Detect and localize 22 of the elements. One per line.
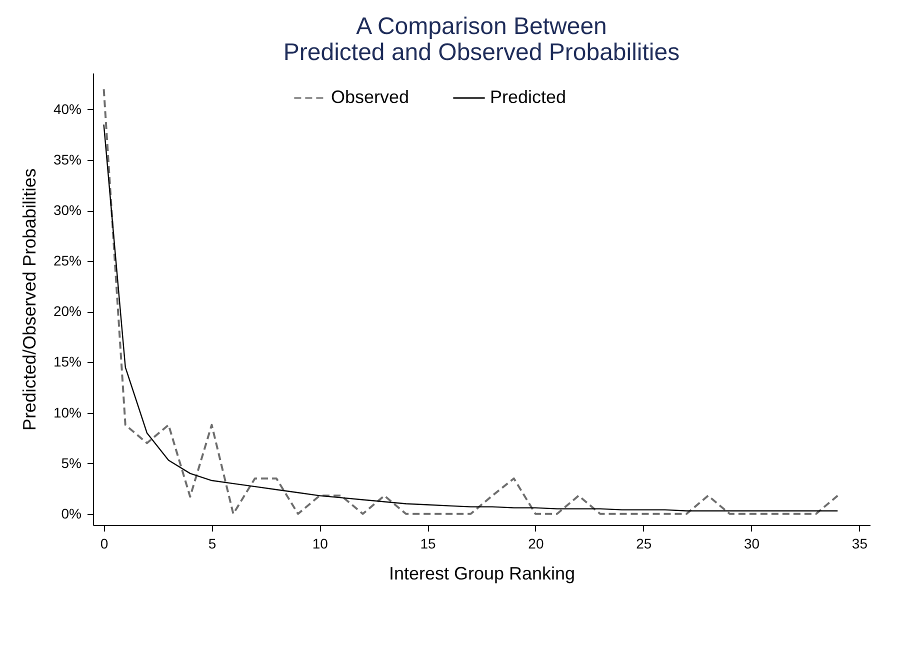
y-tick-label: 30% xyxy=(53,202,82,218)
y-tick-label: 15% xyxy=(53,354,82,370)
x-tick-label: 10 xyxy=(312,536,328,552)
y-tick-label: 35% xyxy=(53,151,82,168)
y-tick-label: 20% xyxy=(53,303,82,320)
x-tick-label: 5 xyxy=(208,536,216,552)
y-axis-title: Predicted/Observed Probabilities xyxy=(19,168,40,431)
x-tick-label: 20 xyxy=(528,536,544,552)
x-axis-title: Interest Group Ranking xyxy=(388,564,576,584)
chart-title: A Comparison Between Predicted and Observed Probabilities xyxy=(283,13,680,66)
legend-label: Observed xyxy=(331,87,410,107)
x-tick-label: 30 xyxy=(744,536,760,552)
y-tick-label: 10% xyxy=(53,404,82,420)
x-tick-label: 25 xyxy=(636,536,652,552)
y-tick-label: 25% xyxy=(53,252,82,269)
x-tick-label: 0 xyxy=(100,536,108,552)
x-tick-label: 15 xyxy=(420,536,436,552)
y-tick-label: 0% xyxy=(61,505,82,522)
y-tick-label: 5% xyxy=(61,454,82,471)
legend-label: Predicted xyxy=(490,87,566,107)
x-tick-label: 35 xyxy=(852,536,868,552)
y-tick-label: 40% xyxy=(53,100,82,117)
